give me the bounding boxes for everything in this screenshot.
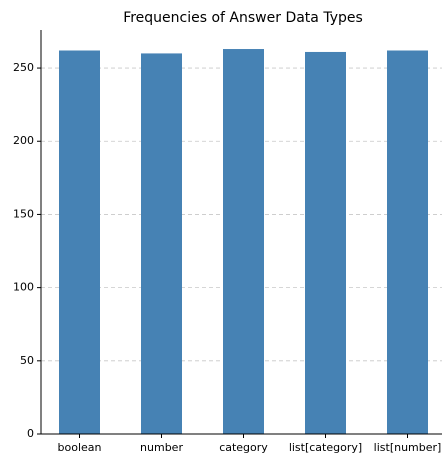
- x-tick-label: number: [140, 441, 183, 454]
- bar: [305, 51, 346, 435]
- y-tick-label: 0: [27, 427, 34, 440]
- y-tick-label: 200: [13, 134, 34, 147]
- x-tick-label: list[number]: [374, 441, 442, 454]
- x-tick-label: boolean: [58, 441, 102, 454]
- x-tick-label: category: [219, 441, 268, 454]
- y-tick-label: 100: [13, 281, 34, 294]
- y-tick-label: 50: [20, 354, 34, 367]
- y-tick-label: 150: [13, 207, 34, 220]
- x-tick-label: list[category]: [289, 441, 362, 454]
- bar: [59, 50, 100, 435]
- y-tick-label: 250: [13, 61, 34, 74]
- chart-title: Frequencies of Answer Data Types: [123, 10, 363, 26]
- bar: [223, 49, 264, 434]
- bar: [141, 53, 182, 434]
- bar: [387, 50, 428, 435]
